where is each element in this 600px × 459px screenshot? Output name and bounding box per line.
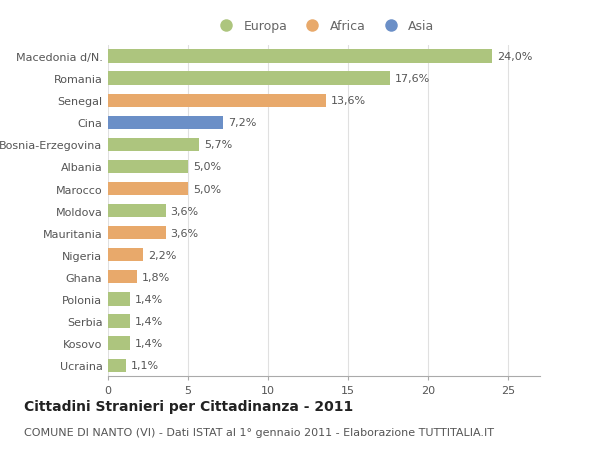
Bar <box>108 73 389 85</box>
Bar <box>108 50 492 63</box>
Text: 1,4%: 1,4% <box>135 338 163 348</box>
Text: 24,0%: 24,0% <box>497 52 532 62</box>
Text: COMUNE DI NANTO (VI) - Dati ISTAT al 1° gennaio 2011 - Elaborazione TUTTITALIA.I: COMUNE DI NANTO (VI) - Dati ISTAT al 1° … <box>24 427 494 437</box>
Bar <box>108 249 143 262</box>
Bar <box>108 315 130 328</box>
Bar <box>108 271 137 284</box>
Bar <box>108 337 130 350</box>
Bar <box>108 227 166 240</box>
Legend: Europa, Africa, Asia: Europa, Africa, Asia <box>214 20 434 33</box>
Text: 7,2%: 7,2% <box>228 118 256 128</box>
Text: 5,0%: 5,0% <box>193 162 221 172</box>
Bar <box>108 293 130 306</box>
Text: 3,6%: 3,6% <box>170 228 199 238</box>
Text: 13,6%: 13,6% <box>331 96 365 106</box>
Text: 3,6%: 3,6% <box>170 206 199 216</box>
Text: 2,2%: 2,2% <box>148 250 176 260</box>
Bar <box>108 359 125 372</box>
Text: 5,0%: 5,0% <box>193 184 221 194</box>
Text: 1,8%: 1,8% <box>142 272 170 282</box>
Text: 5,7%: 5,7% <box>204 140 232 150</box>
Bar <box>108 183 188 196</box>
Text: 1,4%: 1,4% <box>135 316 163 326</box>
Bar <box>108 117 223 129</box>
Bar <box>108 205 166 218</box>
Text: Cittadini Stranieri per Cittadinanza - 2011: Cittadini Stranieri per Cittadinanza - 2… <box>24 399 353 413</box>
Text: 1,1%: 1,1% <box>130 360 158 370</box>
Bar <box>108 95 326 107</box>
Text: 17,6%: 17,6% <box>394 74 430 84</box>
Text: 1,4%: 1,4% <box>135 294 163 304</box>
Bar <box>108 139 199 151</box>
Bar <box>108 161 188 174</box>
